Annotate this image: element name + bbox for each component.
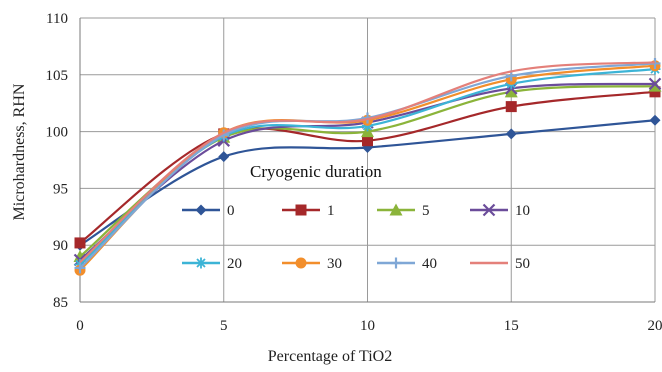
data-point-20 bbox=[362, 120, 373, 132]
data-point-0 bbox=[649, 114, 661, 126]
data-point-0 bbox=[218, 151, 230, 163]
legend-item-50: 50 bbox=[470, 256, 530, 272]
y-tick-label: 110 bbox=[46, 11, 68, 27]
legend-marker-5 bbox=[389, 203, 403, 216]
legend-marker-1 bbox=[295, 204, 307, 216]
data-point-40 bbox=[74, 262, 86, 274]
legend-item-30: 30 bbox=[282, 256, 342, 272]
x-axis-title: Percentage of TiO2 bbox=[268, 348, 392, 365]
data-point-10 bbox=[648, 77, 662, 91]
x-tick-label: 20 bbox=[648, 318, 662, 334]
legend-marker-40 bbox=[390, 257, 402, 269]
legend-item-1: 1 bbox=[282, 203, 335, 219]
legend-label-40: 40 bbox=[422, 256, 437, 272]
y-tick-label: 90 bbox=[53, 238, 68, 254]
data-point-0 bbox=[505, 128, 517, 140]
legend-label-20: 20 bbox=[227, 256, 242, 272]
legend-marker-0 bbox=[195, 204, 207, 216]
legend-marker-10 bbox=[482, 203, 496, 217]
legend: Cryogenic duration 0 1 5 10 20 30 40 50 bbox=[182, 162, 530, 272]
x-tick-label: 10 bbox=[360, 318, 375, 334]
legend-item-0: 0 bbox=[182, 203, 235, 219]
x-tick-label: 15 bbox=[504, 318, 519, 334]
y-tick-label: 105 bbox=[46, 68, 69, 84]
series-50 bbox=[79, 61, 656, 264]
data-point-5 bbox=[504, 85, 518, 98]
y-axis-title: Microhardness, RHN bbox=[11, 83, 28, 220]
x-tick-label: 5 bbox=[220, 318, 228, 334]
legend-item-5: 5 bbox=[377, 203, 430, 219]
y-tick-label: 100 bbox=[46, 125, 69, 141]
y-tick-label: 85 bbox=[53, 295, 68, 311]
legend-label-10: 10 bbox=[515, 203, 530, 219]
legend-label-30: 30 bbox=[327, 256, 342, 272]
legend-label-50: 50 bbox=[515, 256, 530, 272]
legend-item-10: 10 bbox=[470, 203, 530, 219]
legend-label-0: 0 bbox=[227, 203, 235, 219]
data-point-1 bbox=[505, 101, 517, 113]
legend-marker-20 bbox=[195, 257, 207, 269]
y-tick-label: 95 bbox=[53, 181, 68, 197]
legend-title: Cryogenic duration bbox=[250, 162, 382, 181]
grid bbox=[80, 17, 656, 303]
data-point-1 bbox=[649, 86, 661, 98]
legend-item-40: 40 bbox=[377, 256, 437, 272]
legend-marker-30 bbox=[295, 257, 307, 269]
series bbox=[73, 57, 662, 276]
data-point-1 bbox=[74, 237, 86, 249]
data-point-1 bbox=[362, 135, 373, 147]
legend-label-5: 5 bbox=[422, 203, 430, 219]
x-tick-label: 0 bbox=[76, 318, 84, 334]
legend-item-20: 20 bbox=[182, 256, 242, 272]
legend-label-1: 1 bbox=[327, 203, 335, 219]
series-line-50 bbox=[79, 61, 656, 264]
